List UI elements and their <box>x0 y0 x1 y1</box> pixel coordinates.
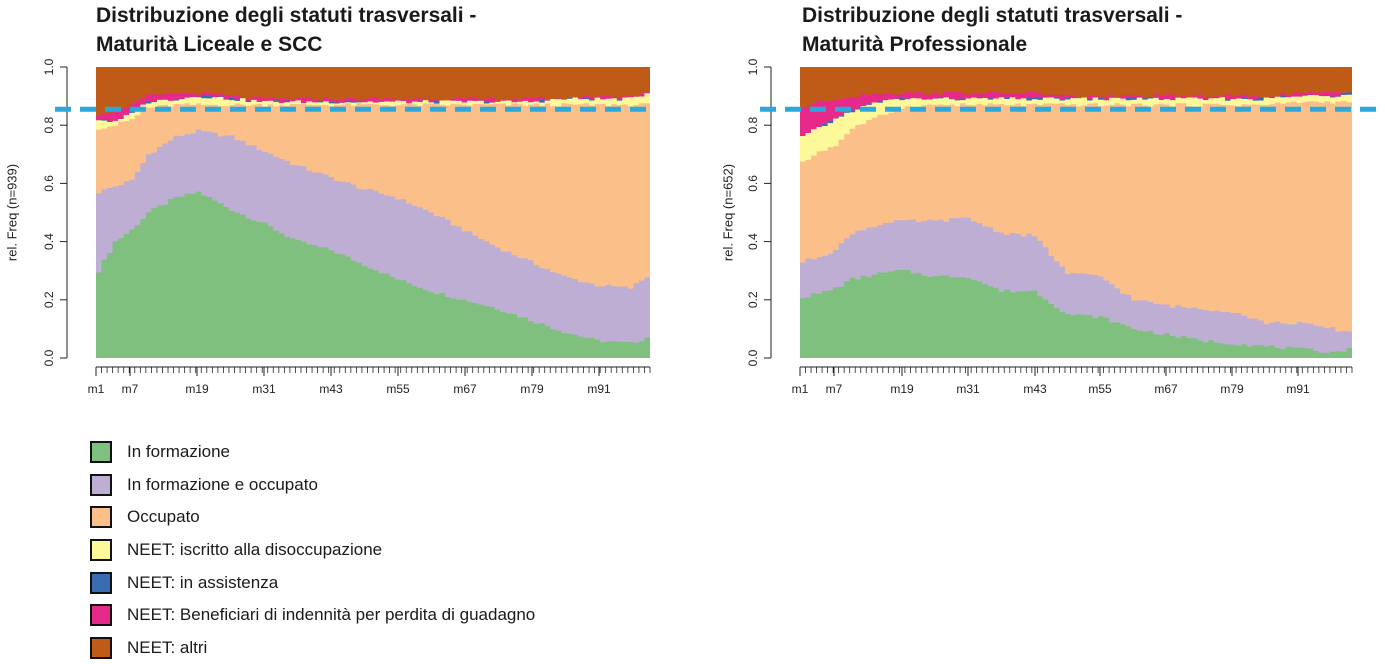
legend-item-neet-beneficiari: NEET: Beneficiari di indennità per perdi… <box>90 599 535 632</box>
x-tick-label-liceale: m31 <box>252 382 276 396</box>
x-tick-label-liceale: m43 <box>319 382 343 396</box>
legend-swatch-neet-altri <box>90 636 112 659</box>
y-tick-label-liceale: 0.6 <box>42 175 56 192</box>
y-tick-label-liceale: 0.0 <box>42 349 56 366</box>
legend-item-occupato: Occupato <box>90 501 535 534</box>
y-tick-label-professionale: 0.8 <box>746 117 760 134</box>
chart-title-professionale-line2: Maturità Professionale <box>802 33 1028 56</box>
x-tick-label-professionale: m91 <box>1286 382 1310 396</box>
legend-label-neet-disoccupazione: NEET: iscritto alla disoccupazione <box>127 540 383 560</box>
x-tick-label-professionale: m55 <box>1088 382 1112 396</box>
y-tick-label-liceale: 0.8 <box>42 117 56 134</box>
x-tick-label-professionale: m7 <box>826 382 843 396</box>
x-tick-label-liceale: m55 <box>386 382 410 396</box>
chart-title-professionale: Distribuzione degli statuti trasversali … <box>802 1 1182 59</box>
sequence-distribution-plots: 0.0 0.2 0.4 0.6 0.8 1.0 rel. Freq (n=939) m1 m7 m… <box>4 58 1385 396</box>
legend-label-neet-beneficiari: NEET: Beneficiari di indennità per perdi… <box>127 605 536 625</box>
x-tick-label-professionale: m1 <box>792 382 809 396</box>
x-tick-label-professionale: m79 <box>1220 382 1244 396</box>
legend-item-in-formazione: In formazione <box>90 436 535 469</box>
y-tick-label-professionale: 0.4 <box>746 233 760 250</box>
chart-title-professionale-line1: Distribuzione degli statuti trasversali … <box>802 4 1183 27</box>
area-liceale-in-formazione <box>96 191 650 358</box>
x-tick-label-professionale: m31 <box>956 382 980 396</box>
legend-swatch-neet-disoccupazione <box>90 539 112 562</box>
legend-label-in-formazione-e-occupato: In formazione e occupato <box>127 474 318 494</box>
legend-item-neet-disoccupazione: NEET: iscritto alla disoccupazione <box>90 534 535 567</box>
chart-liceale: 0.0 0.2 0.4 0.6 0.8 1.0 rel. Freq (n=939) m1 m7 m… <box>4 58 651 396</box>
x-tick-label-liceale: m1 <box>88 382 105 396</box>
x-tick-label-liceale: m91 <box>587 382 611 396</box>
x-tick-label-liceale: m67 <box>453 382 477 396</box>
legend-swatch-neet-beneficiari <box>90 604 112 627</box>
legend-swatch-in-formazione <box>90 441 112 464</box>
chart-title-liceale: Distribuzione degli statuti trasversali … <box>96 1 476 59</box>
y-tick-label-professionale: 0.6 <box>746 175 760 192</box>
y-tick-label-liceale: 0.2 <box>42 291 56 308</box>
y-tick-label-liceale: 1.0 <box>42 58 56 75</box>
legend-label-in-formazione: In formazione <box>127 442 230 462</box>
y-tick-label-professionale: 1.0 <box>746 58 760 75</box>
x-tick-label-liceale: m79 <box>520 382 544 396</box>
legend-label-neet-assistenza: NEET: in assistenza <box>127 572 279 592</box>
legend-swatch-in-formazione-e-occupato <box>90 473 112 496</box>
legend-swatch-neet-assistenza <box>90 571 112 594</box>
legend-item-neet-altri: NEET: altri <box>90 632 535 664</box>
legend-swatch-occupato <box>90 506 112 529</box>
legend-label-neet-altri: NEET: altri <box>127 637 208 657</box>
area-professionale-in-formazione <box>800 269 1352 358</box>
chart-title-liceale-line2: Maturità Liceale e SCC <box>96 33 323 56</box>
chart-professionale: 0.0 0.2 0.4 0.6 0.8 1.0 rel. Freq (n=652) m1 m7 m… <box>720 58 1353 396</box>
x-tick-label-professionale: m43 <box>1023 382 1047 396</box>
y-tick-label-professionale: 0.2 <box>746 291 760 308</box>
legend: In formazione In formazione e occupato O… <box>90 436 535 664</box>
x-tick-label-professionale: m67 <box>1154 382 1178 396</box>
y-axis-title-liceale: rel. Freq (n=939) <box>4 164 19 261</box>
y-tick-label-professionale: 0.0 <box>746 349 760 366</box>
x-tick-label-liceale: m7 <box>122 382 139 396</box>
y-axis-title-professionale: rel. Freq (n=652) <box>720 164 735 261</box>
legend-item-neet-assistenza: NEET: in assistenza <box>90 566 535 599</box>
legend-label-occupato: Occupato <box>127 507 200 527</box>
y-tick-label-liceale: 0.4 <box>42 233 56 250</box>
chart-title-liceale-line1: Distribuzione degli statuti trasversali … <box>96 4 477 27</box>
x-tick-label-professionale: m19 <box>890 382 914 396</box>
x-tick-label-liceale: m19 <box>185 382 209 396</box>
legend-item-in-formazione-e-occupato: In formazione e occupato <box>90 469 535 502</box>
